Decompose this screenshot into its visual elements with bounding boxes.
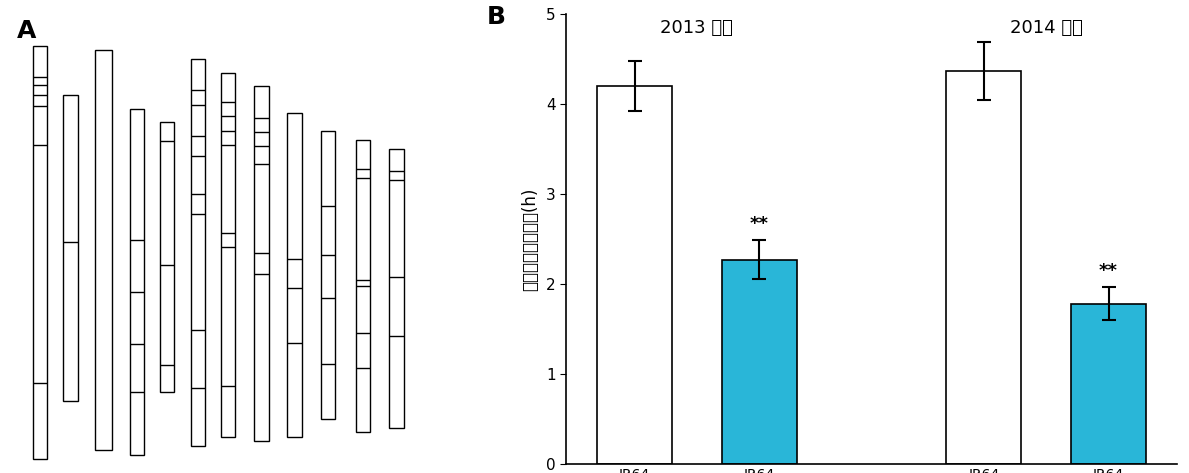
- Bar: [33, 46, 48, 459]
- Bar: [95, 100, 112, 162]
- Bar: [389, 149, 403, 428]
- Bar: [63, 95, 77, 401]
- Y-axis label: 夜明け後経過時間(h): 夜明け後経過時間(h): [521, 187, 539, 290]
- Text: **: **: [1099, 262, 1118, 280]
- Text: B: B: [486, 5, 505, 29]
- Bar: [1071, 304, 1146, 464]
- Bar: [221, 73, 235, 437]
- Bar: [130, 109, 144, 455]
- Bar: [597, 86, 672, 464]
- Text: A: A: [17, 18, 37, 43]
- Bar: [161, 122, 175, 392]
- Bar: [254, 86, 269, 441]
- Bar: [946, 71, 1021, 464]
- Text: 2013 雨季: 2013 雨季: [661, 18, 734, 37]
- Bar: [722, 260, 797, 464]
- Bar: [190, 59, 205, 446]
- Bar: [357, 140, 371, 432]
- Bar: [321, 131, 335, 419]
- Text: **: **: [750, 215, 769, 233]
- Bar: [95, 50, 112, 450]
- Bar: [288, 113, 302, 437]
- Text: 2014 乾季: 2014 乾季: [1009, 18, 1083, 37]
